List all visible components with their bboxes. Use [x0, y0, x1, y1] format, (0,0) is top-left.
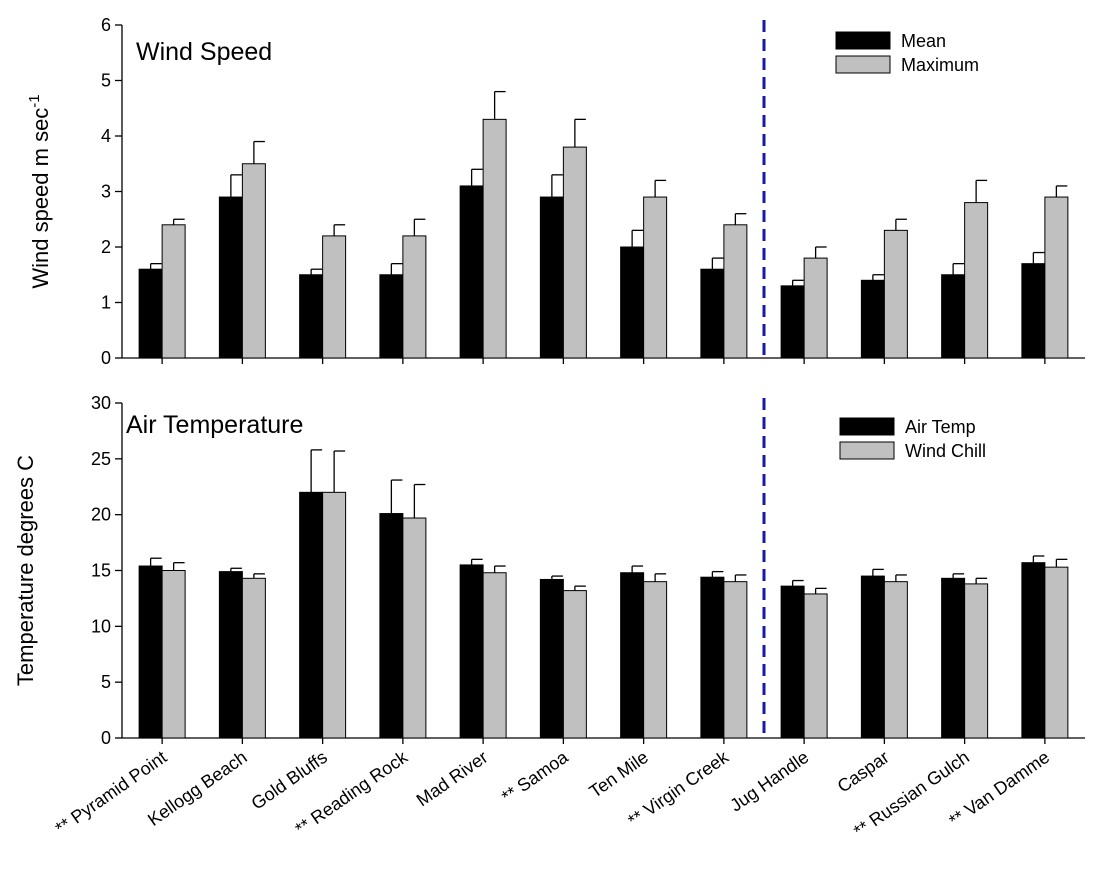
chart-panel-0: 0 1 2 3 4 5 6 Wind Speed Wind speed m sec-1 Mean M…: [26, 15, 1085, 368]
x-category-label: Caspar: [834, 747, 893, 797]
legend-swatch: [839, 417, 895, 436]
bar-air-temp: [218, 571, 243, 739]
bar-air-temp: [620, 572, 645, 739]
legend-label: Air Temp: [905, 417, 976, 437]
bar-air-temp: [860, 575, 885, 739]
bar-mean: [379, 274, 404, 359]
bar-maximum: [322, 235, 347, 359]
y-tick-label: 25: [91, 449, 111, 469]
bar-maximum: [161, 224, 186, 359]
bar-maximum: [883, 229, 908, 359]
y-tick-label: 3: [101, 182, 111, 202]
bar-mean: [941, 274, 966, 359]
bar-wind-chill: [161, 570, 186, 739]
bar-mean: [539, 196, 564, 359]
bar-wind-chill: [241, 577, 266, 739]
legend-swatch: [835, 31, 891, 50]
bar-maximum: [241, 163, 266, 359]
bar-air-temp: [780, 585, 805, 739]
bar-maximum: [402, 235, 427, 359]
bar-wind-chill: [482, 572, 507, 739]
bar-mean: [1021, 263, 1046, 359]
chart-title: Wind Speed: [136, 38, 272, 66]
bar-mean: [459, 185, 484, 359]
y-tick-label: 30: [91, 393, 111, 413]
bar-maximum: [723, 224, 748, 359]
bar-wind-chill: [643, 581, 668, 739]
bar-air-temp: [459, 564, 484, 739]
bar-air-temp: [1021, 562, 1046, 739]
bar-wind-chill: [402, 517, 427, 739]
legend-swatch: [835, 55, 891, 74]
bar-air-temp: [539, 578, 564, 739]
x-category-label: Ten Mile: [586, 747, 652, 802]
bar-air-temp: [941, 577, 966, 739]
y-tick-label: 1: [101, 293, 111, 313]
x-category-label: Mad River: [413, 747, 492, 810]
bar-air-temp: [299, 491, 324, 739]
bar-maximum: [482, 118, 507, 359]
y-tick-label: 10: [91, 616, 111, 636]
bar-maximum: [1044, 196, 1069, 359]
y-axis-label: Wind speed m sec-1: [26, 94, 53, 288]
bar-wind-chill: [883, 581, 908, 739]
legend-label: Wind Chill: [905, 441, 986, 461]
bar-air-temp: [700, 576, 725, 739]
bar-maximum: [643, 196, 668, 359]
bar-wind-chill: [562, 590, 587, 739]
y-tick-label: 5: [101, 71, 111, 91]
y-tick-label: 0: [101, 348, 111, 368]
y-tick-label: 4: [101, 126, 111, 146]
bar-wind-chill: [723, 581, 748, 739]
legend-label: Mean: [901, 31, 946, 51]
bar-air-temp: [138, 565, 163, 739]
chart-panel-1: 0 5 10 15 20 25 30 Air Temperature Temperature d…: [13, 393, 1085, 748]
y-tick-label: 2: [101, 237, 111, 257]
bar-mean: [620, 246, 645, 359]
bar-mean: [700, 268, 725, 359]
y-axis-label: Temperature degrees C: [13, 455, 38, 686]
bar-mean: [780, 285, 805, 359]
x-category-label: ** Samoa: [498, 746, 573, 807]
chart-title: Air Temperature: [126, 411, 303, 439]
legend-swatch: [839, 441, 895, 460]
bar-wind-chill: [1044, 566, 1069, 739]
bar-mean: [218, 196, 243, 359]
bar-wind-chill: [964, 583, 989, 739]
bar-mean: [138, 268, 163, 359]
bar-wind-chill: [322, 491, 347, 739]
y-tick-label: 15: [91, 561, 111, 581]
y-tick-label: 20: [91, 505, 111, 525]
y-tick-label: 0: [101, 728, 111, 748]
y-tick-label: 5: [101, 672, 111, 692]
bar-wind-chill: [803, 593, 828, 739]
x-category-label: Jug Handle: [726, 747, 812, 816]
bar-air-temp: [379, 513, 404, 739]
bar-mean: [299, 274, 324, 359]
bar-maximum: [964, 202, 989, 359]
y-tick-label: 6: [101, 15, 111, 35]
bar-maximum: [803, 257, 828, 359]
legend-label: Maximum: [901, 55, 979, 75]
bar-mean: [860, 279, 885, 359]
bar-maximum: [562, 146, 587, 359]
